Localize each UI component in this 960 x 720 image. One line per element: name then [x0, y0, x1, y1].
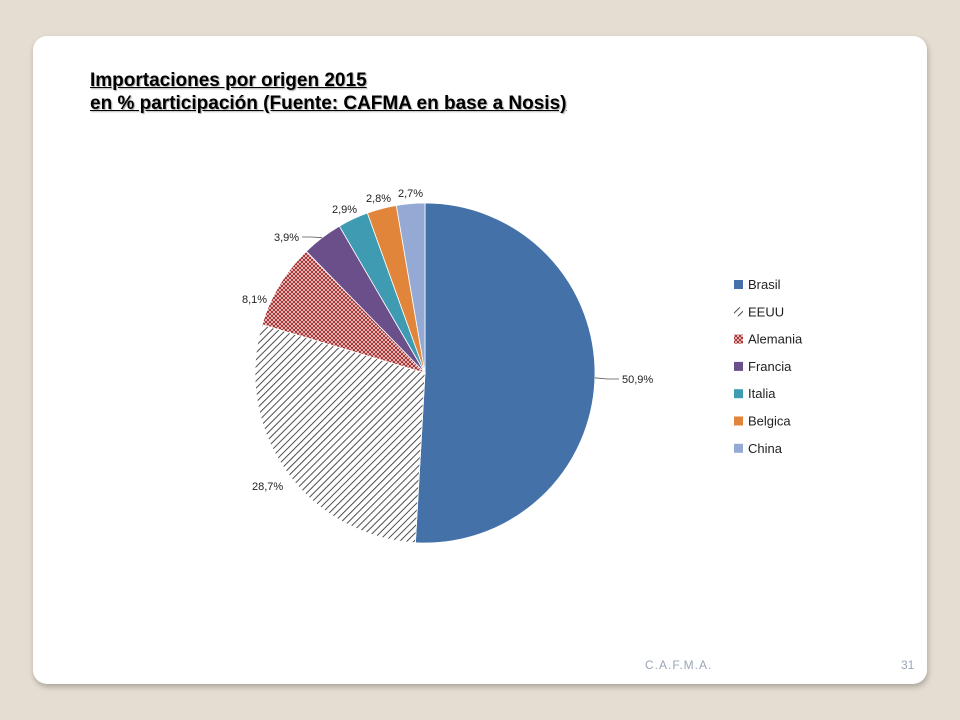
legend: Brasil EEUU Alemania Francia Italia Belgica Ch…: [734, 277, 803, 456]
legend-label-italia: Italia: [748, 386, 776, 401]
footer-org: C.A.F.M.A.: [645, 658, 713, 672]
data-label-alemania: 8,1%: [242, 294, 267, 306]
legend-label-francia: Francia: [748, 359, 792, 374]
data-label-brasil: 50,9%: [622, 374, 653, 386]
data-label-belgica: 2,8%: [366, 193, 391, 205]
legend-label-china: China: [748, 441, 783, 456]
legend-swatch-belgica: [734, 416, 743, 426]
leader-line-brasil: [594, 377, 619, 380]
legend-swatch-eeuu: [734, 307, 743, 317]
legend-label-belgica: Belgica: [748, 414, 791, 429]
legend-swatch-brasil: [734, 280, 743, 289]
page-number: 31: [901, 658, 915, 672]
label-leaders: [302, 236, 619, 380]
title-line-2: en % participación (Fuente: CAFMA en bas…: [90, 93, 567, 114]
legend-swatch-italia: [734, 389, 743, 399]
legend-label-eeuu: EEUU: [748, 304, 784, 319]
data-label-china: 2,7%: [398, 188, 423, 200]
data-label-italia: 2,9%: [332, 204, 357, 216]
data-labels: 50,9% 28,7% 8,1% 3,9% 2,9% 2,8% 2,7%: [242, 188, 653, 493]
title-line-1: Importaciones por origen 2015: [90, 70, 367, 91]
legend-swatch-francia: [734, 361, 743, 371]
pie-slice-eeuu: [254, 324, 426, 544]
pie-slice-china: [395, 202, 426, 374]
legend-swatch-china: [734, 443, 743, 453]
data-label-eeuu: 28,7%: [252, 481, 283, 493]
legend-swatch-alemania: [734, 334, 743, 344]
pie-slice-brasil: [414, 202, 596, 544]
leader-line-francia: [302, 236, 323, 239]
data-label-francia: 3,9%: [274, 232, 299, 244]
legend-label-brasil: Brasil: [748, 277, 781, 292]
pie-slices: [254, 202, 596, 544]
chart-title: Importaciones por origen 2015 en % parti…: [90, 69, 566, 115]
legend-label-alemania: Alemania: [748, 332, 803, 347]
